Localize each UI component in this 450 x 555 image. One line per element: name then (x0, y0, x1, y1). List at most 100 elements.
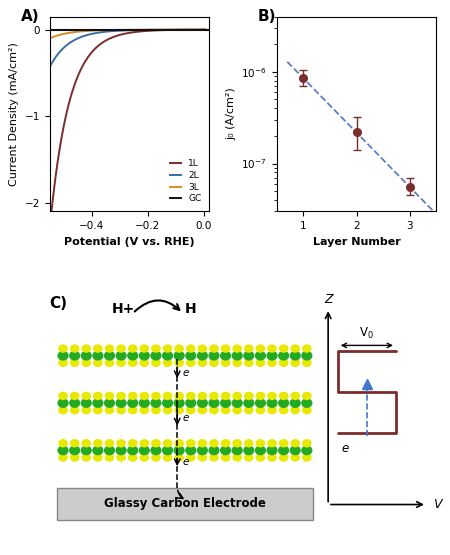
Circle shape (301, 446, 312, 455)
Circle shape (221, 439, 230, 447)
Circle shape (209, 344, 219, 353)
Circle shape (58, 344, 68, 353)
Circle shape (232, 398, 243, 408)
Circle shape (81, 439, 91, 447)
Y-axis label: j₀ (A/cm²): j₀ (A/cm²) (226, 88, 236, 140)
Circle shape (128, 344, 138, 353)
Circle shape (186, 453, 196, 462)
Circle shape (278, 351, 289, 361)
Circle shape (244, 439, 254, 447)
Circle shape (267, 406, 277, 415)
Circle shape (151, 406, 161, 415)
Circle shape (58, 446, 69, 455)
Circle shape (244, 392, 254, 400)
Circle shape (256, 344, 265, 353)
Circle shape (174, 351, 185, 361)
Circle shape (174, 453, 184, 462)
Circle shape (302, 453, 312, 462)
Circle shape (208, 351, 220, 361)
Circle shape (220, 398, 231, 408)
Circle shape (151, 392, 161, 400)
Circle shape (128, 439, 138, 447)
Circle shape (139, 446, 150, 455)
Circle shape (128, 359, 138, 367)
Circle shape (116, 446, 127, 455)
Circle shape (81, 359, 91, 367)
Legend: 1L, 2L, 3L, GC: 1L, 2L, 3L, GC (166, 155, 205, 207)
Circle shape (163, 392, 172, 400)
Circle shape (174, 398, 185, 408)
Circle shape (174, 439, 184, 447)
Circle shape (105, 406, 114, 415)
Circle shape (302, 406, 312, 415)
Circle shape (151, 453, 161, 462)
Circle shape (301, 398, 312, 408)
Circle shape (290, 398, 301, 408)
Circle shape (256, 439, 265, 447)
Circle shape (197, 398, 208, 408)
Circle shape (70, 453, 80, 462)
X-axis label: Layer Number: Layer Number (313, 237, 400, 247)
Circle shape (220, 351, 231, 361)
Circle shape (244, 406, 254, 415)
Text: $e$: $e$ (182, 413, 190, 423)
Circle shape (93, 439, 103, 447)
Circle shape (221, 344, 230, 353)
Circle shape (174, 359, 184, 367)
Circle shape (209, 359, 219, 367)
Circle shape (81, 453, 91, 462)
Circle shape (69, 351, 80, 361)
Circle shape (266, 446, 278, 455)
Circle shape (163, 406, 172, 415)
Circle shape (174, 344, 184, 353)
Bar (57, 488, 313, 519)
Circle shape (221, 392, 230, 400)
Circle shape (232, 439, 242, 447)
Circle shape (256, 406, 265, 415)
Circle shape (69, 398, 80, 408)
Circle shape (104, 446, 115, 455)
Circle shape (105, 392, 114, 400)
Circle shape (243, 398, 254, 408)
Circle shape (140, 439, 149, 447)
Circle shape (58, 351, 69, 361)
Circle shape (151, 359, 161, 367)
Circle shape (198, 392, 207, 400)
Circle shape (198, 344, 207, 353)
Circle shape (162, 398, 173, 408)
Circle shape (116, 439, 126, 447)
Circle shape (209, 392, 219, 400)
Circle shape (81, 398, 92, 408)
Circle shape (208, 446, 220, 455)
Circle shape (279, 392, 288, 400)
Circle shape (198, 439, 207, 447)
Circle shape (244, 359, 254, 367)
Circle shape (243, 446, 254, 455)
Circle shape (151, 439, 161, 447)
Circle shape (93, 453, 103, 462)
Circle shape (232, 351, 243, 361)
Circle shape (174, 392, 184, 400)
Circle shape (116, 344, 126, 353)
Circle shape (70, 344, 80, 353)
Circle shape (81, 392, 91, 400)
Circle shape (267, 344, 277, 353)
Circle shape (116, 398, 127, 408)
Circle shape (162, 446, 173, 455)
Circle shape (140, 392, 149, 400)
Circle shape (163, 439, 172, 447)
Circle shape (81, 351, 92, 361)
Circle shape (290, 351, 301, 361)
Circle shape (70, 392, 80, 400)
Circle shape (266, 351, 278, 361)
Text: $e$: $e$ (341, 442, 350, 455)
Circle shape (104, 398, 115, 408)
Circle shape (220, 446, 231, 455)
Circle shape (208, 398, 220, 408)
Circle shape (186, 344, 196, 353)
Circle shape (279, 359, 288, 367)
Text: Z: Z (324, 293, 333, 306)
Text: C): C) (50, 296, 68, 311)
Circle shape (290, 344, 300, 353)
Circle shape (81, 446, 92, 455)
